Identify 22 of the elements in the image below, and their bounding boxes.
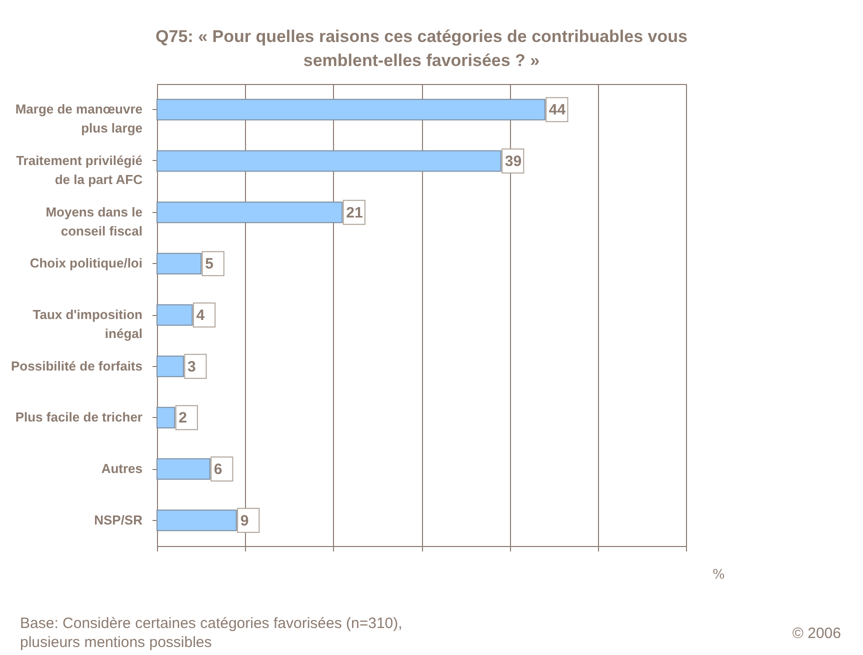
y-tick-label: Moyens dans le conseil fiscal [46,204,142,238]
data-label: 2 [178,410,187,427]
data-label: 21 [346,204,363,222]
y-tick-label: Taux d'imposition inégal [32,307,143,341]
text: © 2006 [792,624,841,643]
y-tick-label: Possibilité de forfaits [11,358,142,374]
y-tick-label: Plus facile de tricher [15,410,142,425]
data-label: 3 [187,358,196,376]
y-tick-label: Marge de manœuvre plus large [15,102,142,136]
data-label: 44 [548,102,566,119]
text: Base: Considère certaines catégories favorisées (n=310), plusieurs mentions possibles [20,614,402,652]
data-label: 5 [205,256,214,273]
y-tick-label: Traitement privilégié de la part AFC [16,153,144,187]
data-label: 39 [504,153,522,170]
x-axis-title: % [712,568,725,582]
y-tick-label: Autres [101,461,142,476]
data-label: 9 [240,512,249,530]
y-tick-label: NSP/SR [94,512,144,528]
y-tick-label: Choix politique/loi [30,256,142,271]
data-label: 6 [214,461,222,478]
chart-title: Q75: « Pour quelles raisons ces catégories de contribuables vous semblent-elles favorisées ? » [156,27,688,70]
data-label: 4 [196,307,206,324]
